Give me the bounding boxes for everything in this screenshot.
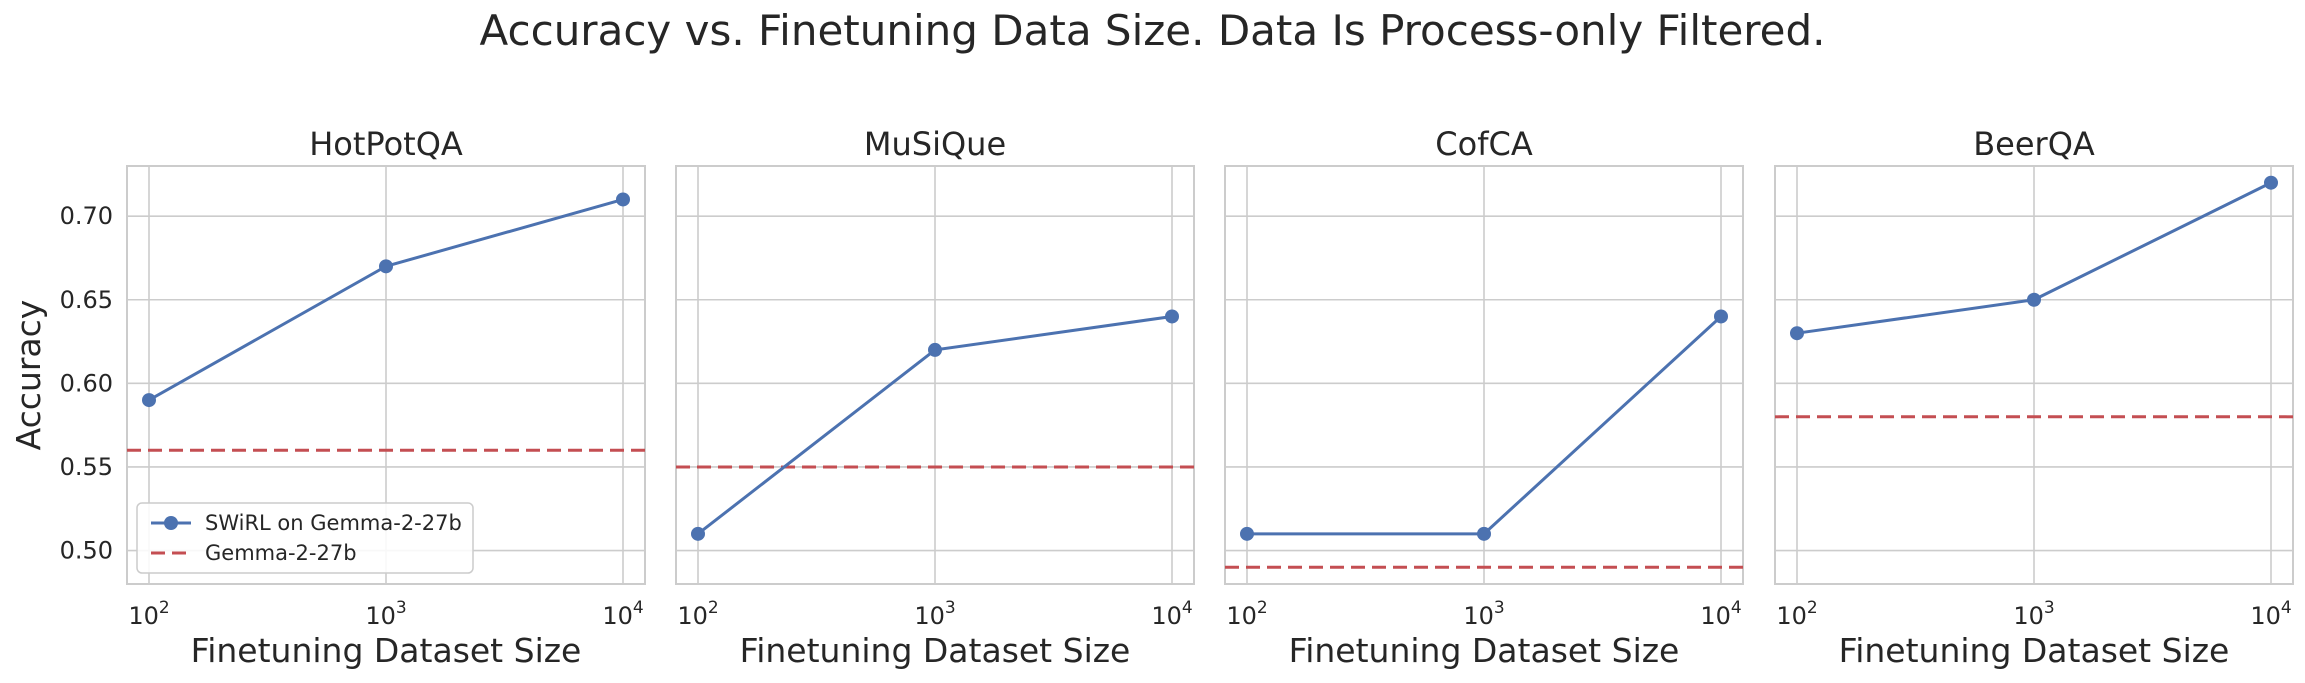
plot-frame [1774,165,2294,585]
y-tick-label: 0.55 [60,453,113,481]
x-tick-label: 102 [1226,598,1267,630]
x-axis-label: Finetuning Dataset Size [1839,631,2230,670]
data-point [1714,309,1728,324]
panel-cofca: 102 103 104 CofCA Finetuning Dataset Size [1224,125,1744,670]
y-tick-label: 0.70 [60,202,113,230]
x-tick-label: 103 [2013,598,2054,630]
data-point [1477,526,1491,541]
y-tick-label: 0.50 [60,537,113,565]
x-axis-label: Finetuning Dataset Size [740,631,1131,670]
y-tick-label: 0.65 [60,286,113,314]
x-tick-label: 104 [1151,598,1192,630]
figure-title: Accuracy vs. Finetuning Data Size. Data … [479,6,1826,55]
data-point [616,192,630,207]
x-tick-label: 104 [602,598,643,630]
data-point [142,393,156,408]
panel-musique: 102 103 104 MuSiQue Finetuning Dataset Size [675,125,1195,670]
panel-beerqa: 102 103 104 BeerQA Finetuning Dataset Size [1774,125,2294,670]
data-point [1790,326,1804,341]
legend-label: SWiRL on Gemma-2-27b [205,511,462,535]
data-point [2264,175,2278,190]
data-point [1240,526,1254,541]
y-axis-label: Accuracy [9,300,48,451]
data-point [928,342,942,357]
legend-label: Gemma-2-27b [205,541,357,565]
x-tick-label: 102 [1776,598,1817,630]
plot-frame [1224,165,1744,585]
legend-box [136,502,474,574]
x-axis-label: Finetuning Dataset Size [191,631,582,670]
x-tick-label: 103 [365,598,406,630]
x-axis-label: Finetuning Dataset Size [1289,631,1680,670]
panel-title: BeerQA [1973,125,2095,163]
panel-title: HotPotQA [309,125,463,163]
data-point [1165,309,1179,324]
panel-title: MuSiQue [864,125,1006,163]
x-tick-label: 102 [128,598,169,630]
legend-swirl-marker [164,516,178,530]
x-tick-label: 104 [2250,598,2291,630]
plot-frame [675,165,1195,585]
x-tick-label: 102 [677,598,718,630]
x-tick-label: 103 [1463,598,1504,630]
x-tick-label: 103 [914,598,955,630]
panel-hotpotqa: 0.50 0.55 0.60 0.65 0.70 102 103 104 HotPotQA Fin… [60,125,646,670]
y-tick-label: 0.60 [60,369,113,397]
plot-frame [126,165,646,585]
data-point [691,526,705,541]
data-point [379,259,393,274]
legend: SWiRL on Gemma-2-27b Gemma-2-27b [136,502,474,574]
data-point [2027,292,2041,307]
panel-title: CofCA [1435,125,1533,163]
x-tick-label: 104 [1700,598,1741,630]
